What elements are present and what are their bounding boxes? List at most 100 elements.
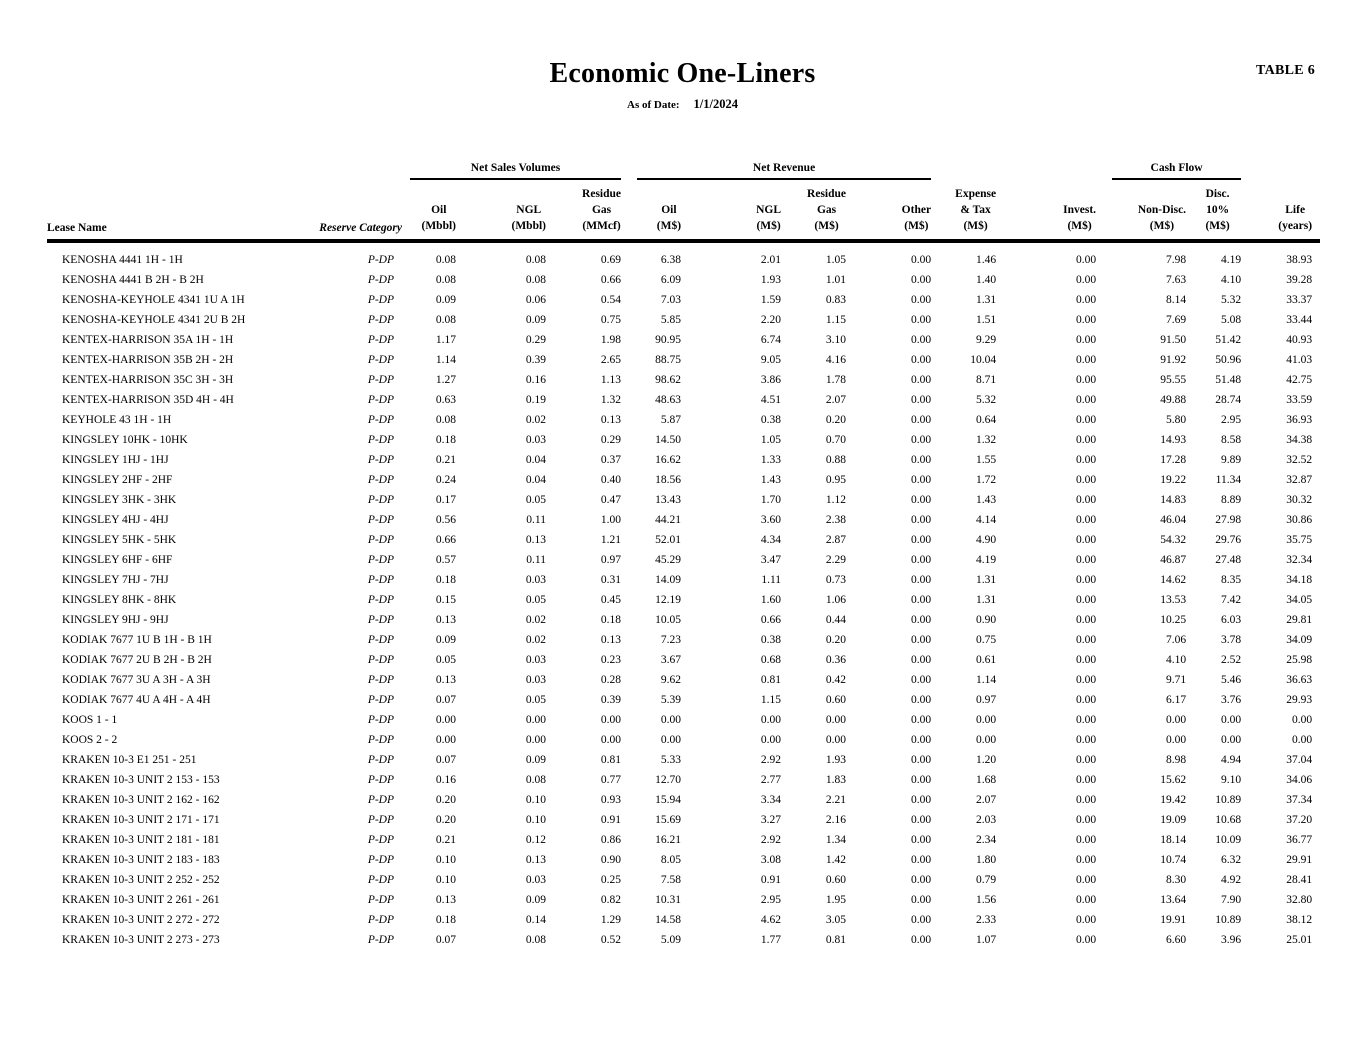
- ngl-volume-mbbl-cell: 0.39: [525, 354, 546, 366]
- oil-volume-mbbl-cell: 0.66: [435, 534, 456, 546]
- ngl-revenue-ms-cell: 2.92: [760, 834, 782, 846]
- invest-ms-cell: 0.00: [1075, 454, 1097, 466]
- lease-name-cell: KINGSLEY 2HF - 2HF: [62, 474, 173, 486]
- cashflow-disc10-ms-cell: 4.92: [1220, 874, 1242, 886]
- oil-volume-mbbl-cell: 0.63: [435, 394, 456, 406]
- residue-gas-revenue-ms-cell: 1.05: [825, 254, 847, 266]
- oil-revenue-ms-cell: 14.58: [655, 914, 682, 926]
- table-row: KODIAK 7677 3U A 3H - A 3H P-DP 0.13 0.03 0.…: [47, 670, 1320, 690]
- ngl-revenue-ms-cell: 0.00: [760, 734, 782, 746]
- table-row: KRAKEN 10-3 UNIT 2 183 - 183 P-DP 0.10 0.13…: [47, 850, 1320, 870]
- invest-ms-cell: 0.00: [1075, 674, 1097, 686]
- other-revenue-ms-cell: 0.00: [910, 574, 932, 586]
- oil-revenue-ms-cell: 16.21: [655, 834, 682, 846]
- residue-gas-volume-mmcf-cell: 0.40: [600, 474, 622, 486]
- oil-revenue-ms-cell: 6.38: [660, 254, 682, 266]
- cashflow-disc10-ms-cell: 27.48: [1215, 554, 1242, 566]
- cashflow-nondisc-ms-cell: 9.71: [1165, 674, 1187, 686]
- cashflow-nondisc-ms-cell: 54.32: [1160, 534, 1187, 546]
- cashflow-nondisc-ms-cell: 0.00: [1165, 734, 1187, 746]
- table-row: KRAKEN 10-3 UNIT 2 273 - 273 P-DP 0.07 0.08…: [47, 930, 1320, 950]
- other-revenue-ms-cell: 0.00: [910, 894, 932, 906]
- economic-one-liners-table: Net Sales Volumes Net Revenue Cash Flow …: [47, 150, 1321, 950]
- life-years-cell: 42.75: [1286, 374, 1313, 386]
- residue-gas-revenue-ms-cell: 1.95: [825, 894, 847, 906]
- cashflow-nondisc-ms-cell: 7.98: [1165, 254, 1187, 266]
- cashflow-nondisc-ms-cell: 7.63: [1165, 274, 1187, 286]
- invest-ms-cell: 0.00: [1075, 694, 1097, 706]
- ngl-volume-mbbl-cell: 0.08: [525, 254, 546, 266]
- oil-volume-mbbl-cell: 0.07: [435, 694, 456, 706]
- lease-name-cell: KINGSLEY 9HJ - 9HJ: [62, 614, 169, 626]
- residue-gas-volume-mmcf-cell: 0.77: [600, 774, 622, 786]
- oil-volume-mbbl-cell: 0.18: [435, 434, 456, 446]
- oil-revenue-ms-cell: 5.33: [660, 754, 682, 766]
- reserve-category-cell: P-DP: [367, 794, 394, 806]
- oil-volume-mbbl-cell: 1.17: [435, 334, 456, 346]
- oil-volume-mbbl-cell: 0.18: [435, 574, 456, 586]
- cashflow-nondisc-ms-cell: 46.87: [1160, 554, 1187, 566]
- ngl-volume-mbbl-cell: 0.10: [525, 814, 546, 826]
- column-header-oil-revenue: Oil (M$): [656, 204, 682, 232]
- residue-gas-volume-mmcf-cell: 0.29: [600, 434, 622, 446]
- table-row: KINGSLEY 5HK - 5HK P-DP 0.66 0.13 1.21 52.01 4…: [47, 530, 1320, 550]
- cashflow-nondisc-ms-cell: 19.09: [1160, 814, 1187, 826]
- oil-volume-mbbl-cell: 0.15: [435, 594, 456, 606]
- table-row: KRAKEN 10-3 UNIT 2 252 - 252 P-DP 0.10 0.03…: [47, 870, 1320, 890]
- life-years-cell: 34.09: [1286, 634, 1313, 646]
- ngl-volume-mbbl-cell: 0.05: [525, 694, 546, 706]
- cashflow-nondisc-ms-cell: 14.83: [1160, 494, 1187, 506]
- oil-revenue-ms-cell: 44.21: [655, 514, 682, 526]
- ngl-revenue-ms-cell: 4.51: [760, 394, 782, 406]
- lease-name-cell: KODIAK 7677 1U B 1H - B 1H: [62, 634, 212, 646]
- column-header-oil-volume: Oil (Mbbl): [421, 204, 457, 232]
- oil-revenue-ms-cell: 3.67: [660, 654, 682, 666]
- ngl-revenue-ms-cell: 0.38: [760, 414, 782, 426]
- other-revenue-ms-cell: 0.00: [910, 914, 932, 926]
- oil-revenue-ms-cell: 90.95: [655, 334, 682, 346]
- lease-name-cell: KENOSHA-KEYHOLE 4341 2U B 2H: [62, 314, 246, 326]
- reserve-category-cell: P-DP: [367, 874, 394, 886]
- other-revenue-ms-cell: 0.00: [910, 514, 932, 526]
- oil-revenue-ms-cell: 15.94: [655, 794, 682, 806]
- expense-tax-ms-cell: 1.20: [975, 754, 997, 766]
- lease-name-cell: KRAKEN 10-3 UNIT 2 183 - 183: [62, 854, 220, 866]
- expense-tax-ms-cell: 1.55: [975, 454, 997, 466]
- lease-name-cell: KENOSHA 4441 1H - 1H: [62, 254, 183, 266]
- life-years-cell: 33.59: [1286, 394, 1313, 406]
- life-years-cell: 0.00: [1291, 734, 1313, 746]
- cashflow-disc10-ms-cell: 6.32: [1220, 854, 1242, 866]
- cashflow-disc10-ms-cell: 2.52: [1220, 654, 1242, 666]
- oil-volume-mbbl-cell: 0.24: [435, 474, 456, 486]
- life-years-cell: 36.93: [1286, 414, 1313, 426]
- ngl-volume-mbbl-cell: 0.04: [525, 474, 546, 486]
- life-years-cell: 41.03: [1286, 354, 1313, 366]
- oil-volume-mbbl-cell: 0.09: [435, 634, 456, 646]
- residue-gas-revenue-ms-cell: 0.42: [825, 674, 847, 686]
- oil-volume-mbbl-cell: 0.05: [435, 654, 456, 666]
- oil-volume-mbbl-cell: 0.10: [435, 854, 456, 866]
- table-row: KINGSLEY 8HK - 8HK P-DP 0.15 0.05 0.45 12.19 1…: [47, 590, 1320, 610]
- cashflow-nondisc-ms-cell: 14.93: [1160, 434, 1187, 446]
- residue-gas-volume-mmcf-cell: 0.37: [600, 454, 622, 466]
- ngl-volume-mbbl-cell: 0.02: [525, 414, 546, 426]
- expense-tax-ms-cell: 0.00: [975, 734, 997, 746]
- invest-ms-cell: 0.00: [1075, 294, 1097, 306]
- reserve-category-cell: P-DP: [367, 694, 394, 706]
- ngl-revenue-ms-cell: 1.15: [760, 694, 782, 706]
- residue-gas-volume-mmcf-cell: 0.13: [600, 414, 622, 426]
- expense-tax-ms-cell: 10.04: [970, 354, 997, 366]
- other-revenue-ms-cell: 0.00: [910, 714, 932, 726]
- expense-tax-ms-cell: 4.19: [975, 554, 997, 566]
- table-row: KINGSLEY 2HF - 2HF P-DP 0.24 0.04 0.40 18.56 1…: [47, 470, 1320, 490]
- other-revenue-ms-cell: 0.00: [910, 754, 932, 766]
- ngl-volume-mbbl-cell: 0.02: [525, 614, 546, 626]
- ngl-volume-mbbl-cell: 0.14: [525, 914, 546, 926]
- reserve-category-cell: P-DP: [367, 854, 394, 866]
- lease-name-cell: KRAKEN 10-3 UNIT 2 272 - 272: [62, 914, 220, 926]
- invest-ms-cell: 0.00: [1075, 434, 1097, 446]
- ngl-revenue-ms-cell: 9.05: [760, 354, 782, 366]
- table-row: KODIAK 7677 4U A 4H - A 4H P-DP 0.07 0.05 0.…: [47, 690, 1320, 710]
- oil-revenue-ms-cell: 14.50: [655, 434, 682, 446]
- invest-ms-cell: 0.00: [1075, 874, 1097, 886]
